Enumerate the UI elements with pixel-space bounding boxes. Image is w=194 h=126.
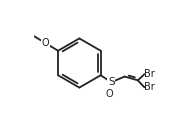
Text: O: O (42, 38, 49, 48)
Text: Br: Br (144, 82, 155, 92)
Text: Br: Br (144, 69, 155, 79)
Text: S: S (108, 77, 115, 87)
Text: O: O (105, 89, 113, 99)
